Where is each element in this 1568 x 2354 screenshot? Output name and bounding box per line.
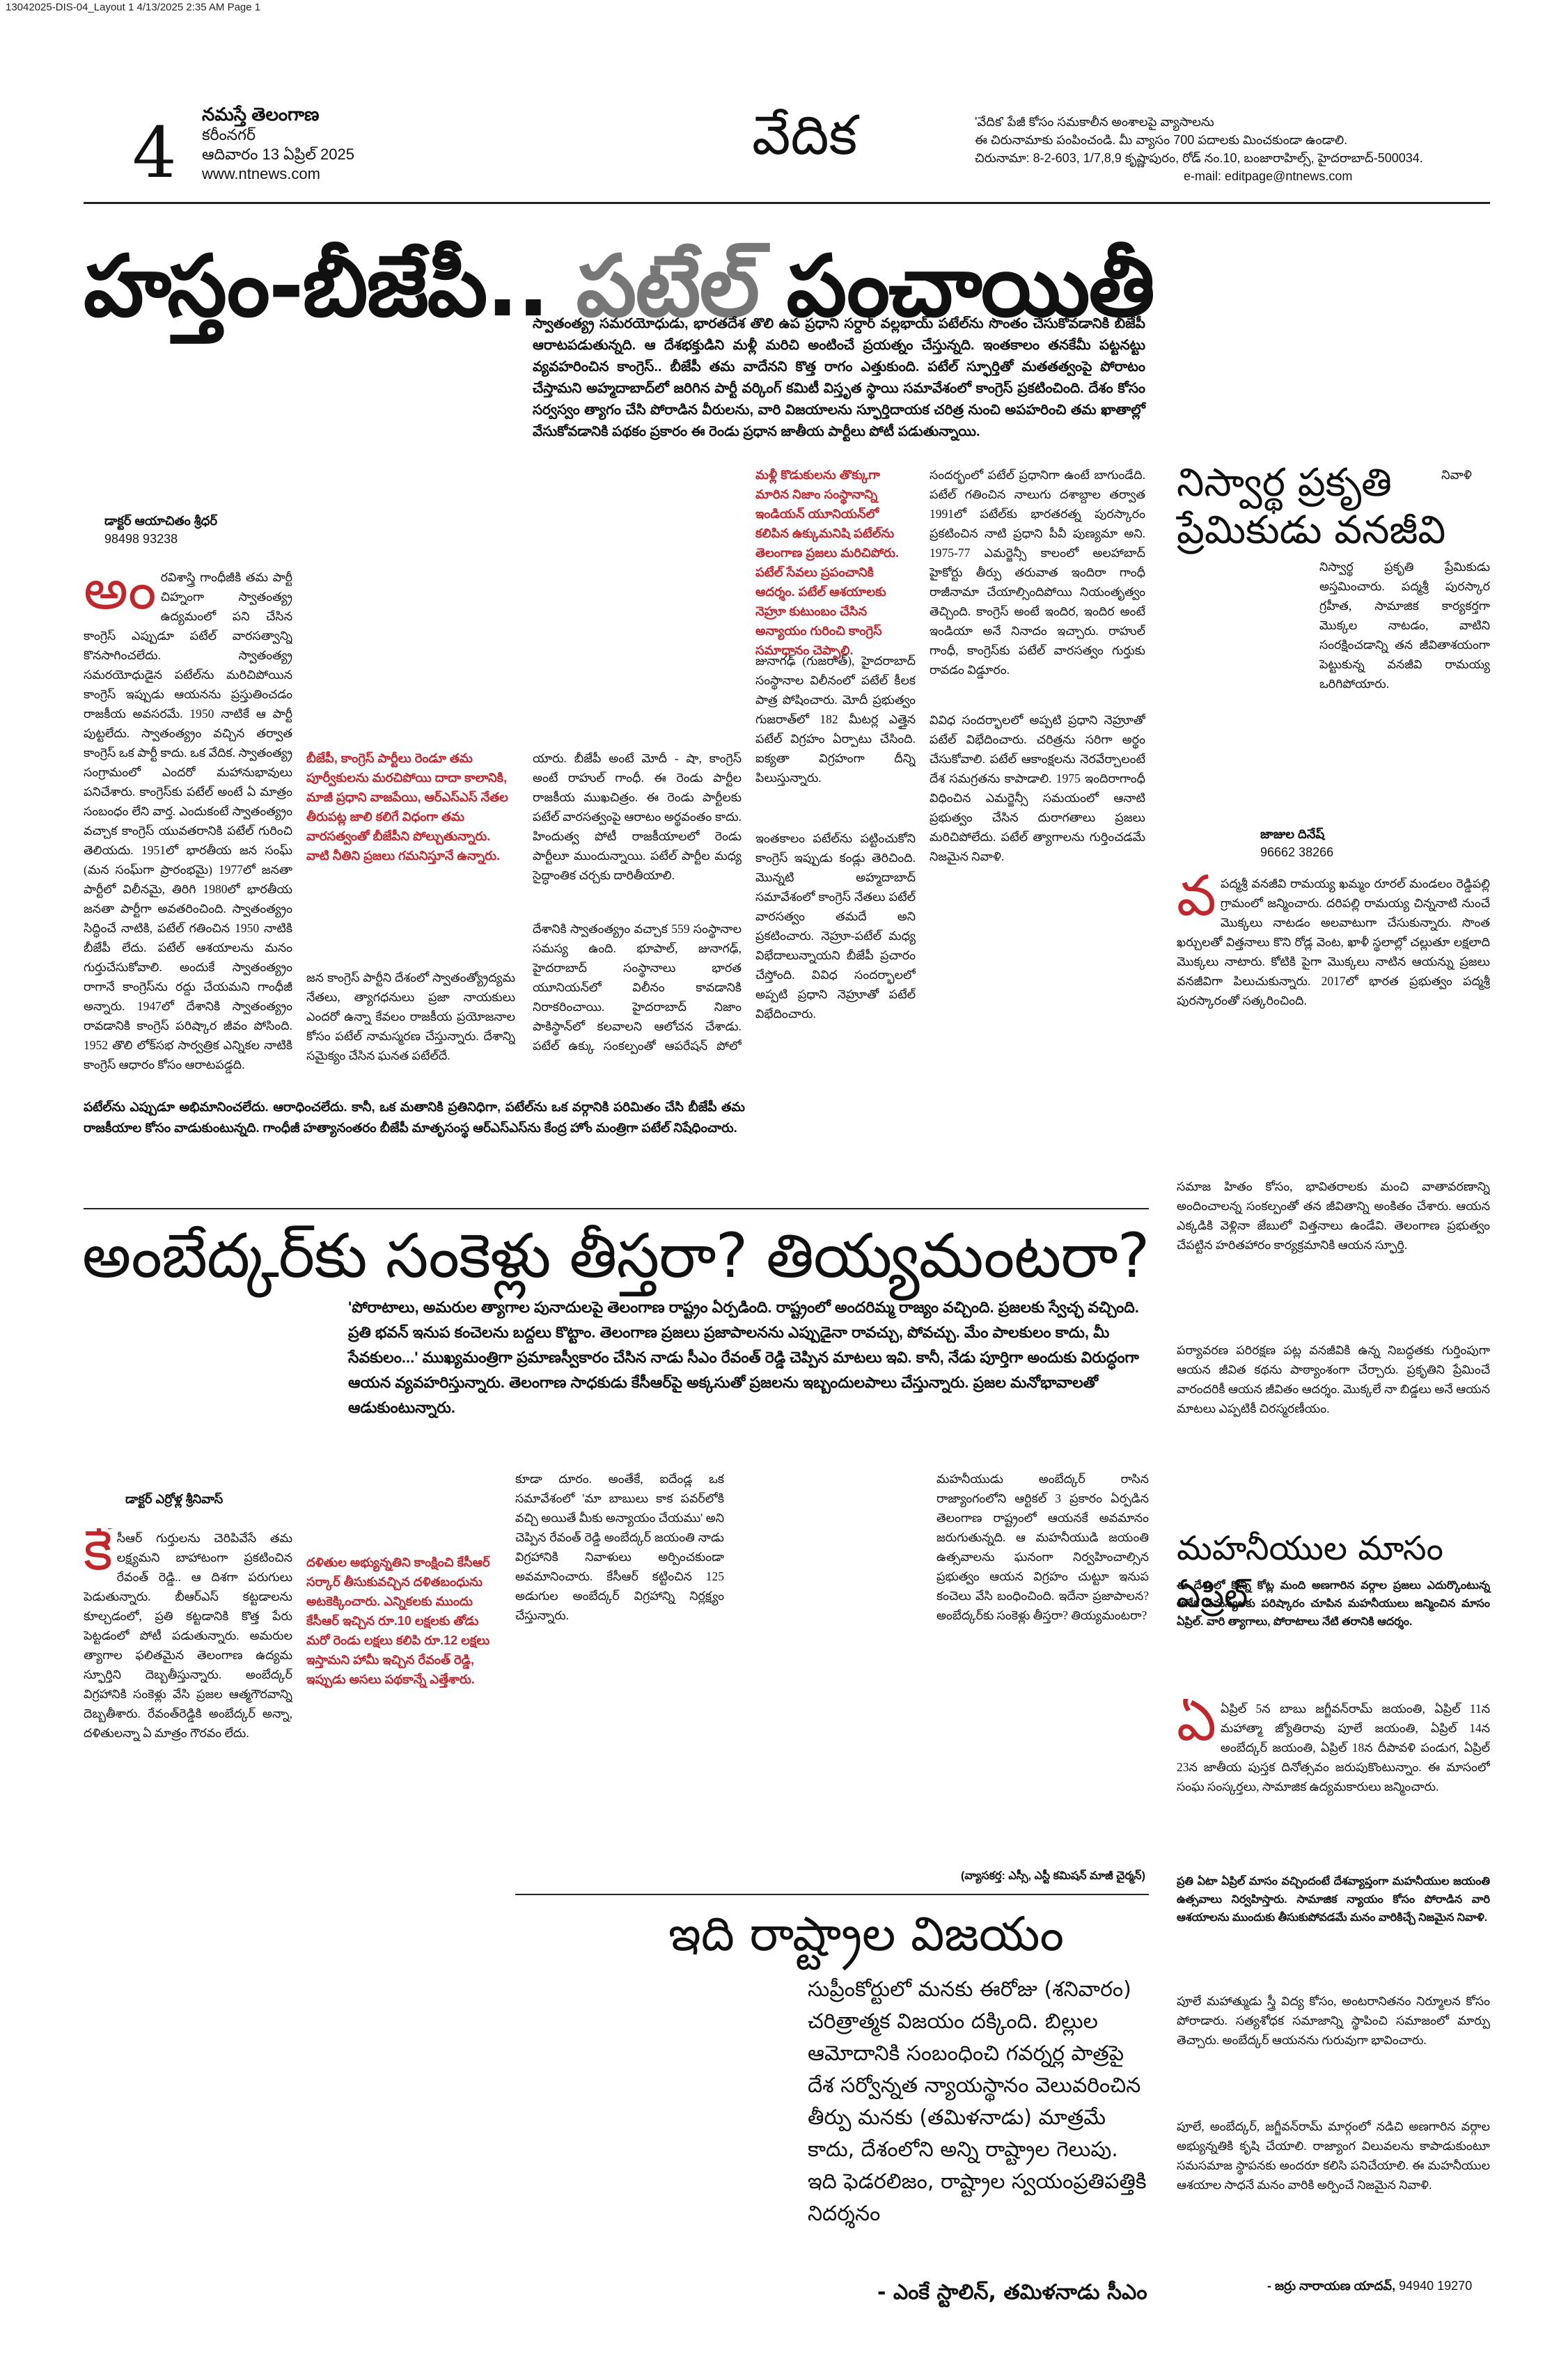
note-line-1: 'వేదిక' పేజీ కోసం సమకాలీన అంశాలపై వ్యాసా… xyxy=(975,115,1214,129)
page-number: 4 xyxy=(132,112,177,194)
article1-intro: స్వాతంత్య్ర సమరయోధుడు, భారతదేశ తొలి ఉప ప… xyxy=(533,316,1145,439)
article1-headline: హస్తం-బీజేపీ.. పటేల్ పంచాయితీ xyxy=(84,237,1155,336)
article1-col1: అం రవిశాస్త్రి గాంధీజీకి తమ పార్టీ చిహ్నం… xyxy=(84,567,292,1072)
article1-col2c: జన కాంగ్రెస్ పార్టీని దేశంలో స్వాతంత్య్ర… xyxy=(306,971,515,1062)
article4-body3: పూలే మహాత్ముడు స్త్రీ విద్య కోసం, అంటరాన… xyxy=(1177,1994,1490,2047)
article1-col5: వివిధ సందర్భాలలో అప్పటి ప్రధాని నెహ్రూతో… xyxy=(930,713,1145,863)
article2-body2: సమాజ హితం కోసం, భావితరాలకు మంచి వాతావరణా… xyxy=(1177,1179,1490,1252)
masthead-block: నమస్తే తెలంగాణ కరీంనగర్ ఆదివారం 13 ఏప్రి… xyxy=(202,104,354,184)
article-divider xyxy=(84,1208,1149,1209)
article1-pullquote1: బీజేపీ, కాంగ్రెస్ పార్టీలు రెండూ తమ పూర్… xyxy=(306,751,508,863)
article3-byline: డాక్టర్ ఎర్రోళ్ల శ్రీనివాస్ xyxy=(125,1492,224,1506)
article1-col4: ఇంతకాలం పటేల్‌ను పట్టించుకోని కాంగ్రెస్ … xyxy=(755,831,916,1021)
article1-byline: డాక్టర్ ఆయాచితం శ్రీధర్ 98498 93238 xyxy=(104,514,218,546)
quote-signature: - ఎంకే స్టాలిన్, తమిళనాడు సీఎం xyxy=(877,2280,1147,2305)
article4-title: మహనీయుల మాసం ఏప్రిల్ xyxy=(1177,1529,1443,1615)
article3-col2: కూడా దూరం. అంతేకే, ఐదేండ్ల ఒక సమావేశంలో … xyxy=(515,1472,724,1622)
quote-body: సుప్రీంకోర్టులో మనకు ఈరోజు (శనివారం) చరి… xyxy=(808,1977,1147,2226)
article1-bottom-para: పటేల్‌ను ఎప్పుడూ అభిమానించలేదు. ఆరాధించల… xyxy=(84,1099,745,1135)
quote-top-rule xyxy=(515,1894,1149,1895)
masthead-rule xyxy=(84,202,1490,204)
submission-note: 'వేదిక' పేజీ కోసం సమకాలీన అంశాలపై వ్యాసా… xyxy=(975,113,1490,185)
article2-title: నిస్వార్థ ప్రకృతి ప్రేమికుడు వనజీవి xyxy=(1177,460,1446,553)
paper-name: నమస్తే తెలంగాణ xyxy=(202,104,320,125)
email: e-mail: editpage@ntnews.com xyxy=(1184,169,1353,183)
article3-intro: 'పోరాటాలు, అమరుల త్యాగాల పునాదులపై తెలంగ… xyxy=(348,1298,1139,1416)
dropcap: వ xyxy=(1177,874,1216,928)
article3-credit: (వ్యాసకర్త: ఎస్సీ, ఎస్టీ కమిషన్ మాజీ చైర… xyxy=(961,1870,1145,1882)
dropcap: కే xyxy=(84,1528,113,1583)
article1-col2a: యారు. బీజేపీ అంటే మోదీ - షా, కాంగ్రెస్ అ… xyxy=(533,751,742,882)
article2-intro: నిస్వార్థ ప్రకృతి ప్రేమికుడు అస్తమించారు… xyxy=(1319,560,1490,691)
date: ఆదివారం 13 ఏప్రిల్ 2025 xyxy=(202,146,354,163)
article3-pullquote: దళితుల అభ్యున్నతిని కాంక్షించి కేసీఆర్ స… xyxy=(306,1555,490,1686)
dropcap: అం xyxy=(84,567,157,622)
article4-intro: ఈ దేశంలో కొన్ని కోట్ల మంది అణగారిన వర్గా… xyxy=(1177,1580,1490,1628)
article3-headline: అంబేద్కర్‌కు సంకెళ్లు తీస్తరా? తియ్యమంటర… xyxy=(82,1220,1150,1292)
section-title: వేదిక xyxy=(752,104,858,167)
dropcap: ఏ xyxy=(1177,1699,1216,1753)
article1-pullquote2: మళ్లీ కొడుకులను తొక్కుగా మారిన నిజాం సంస… xyxy=(755,468,900,657)
note-line-2: ఈ చిరునామాకు పంపించండి. మీ వ్యాసం 700 పద… xyxy=(975,133,1348,147)
article3-col3: మహనీయుడు అంబేద్కర్ రాసిన రాజ్యాంగంలోని ఆ… xyxy=(936,1472,1149,1622)
article1-col3: సందర్భంలో పటేల్ ప్రధానిగా ఉంటే బాగుండేది… xyxy=(930,468,1145,677)
article2-byline: జాజుల దినేష్ 96662 38266 xyxy=(1260,827,1334,859)
article4-body1: ఏ ఏప్రిల్ 5న బాబు జగ్జీవన్‌రామ్ జయంతి, ఏప… xyxy=(1177,1699,1490,1794)
article2-body1: వ పద్మశ్రీ వనజీవి రామయ్య ఖమ్మం రూరల్ మండల… xyxy=(1177,874,1490,1007)
print-slug: 13042025-DIS-04_Layout 1 4/13/2025 2:35 … xyxy=(6,1,261,13)
article4-body2: ప్రతి ఏటా ఏప్రిల్ మాసం వచ్చిందంటే దేశవ్య… xyxy=(1177,1876,1490,1924)
article1-col3b: జునాగఢ్ (గుజరాత్), హైదరాబాద్ సంస్థానాల వ… xyxy=(755,654,916,785)
website: www.ntnews.com xyxy=(202,165,320,182)
article4-body4: పూలే, అంబేద్కర్, జగ్జీవన్‌రామ్ మార్గంలో … xyxy=(1177,2119,1490,2192)
article2-body3: పర్యావరణ పరిరక్షణ పట్ల వనజీవికి ఉన్న నిబ… xyxy=(1177,1343,1490,1415)
article3-col1: కే సీఆర్ గుర్తులను చెరిపివేసే తమ లక్ష్యమన… xyxy=(84,1528,292,1740)
quote-title: ఇది రాష్ట్రాల విజయం xyxy=(668,1907,1064,1962)
address: చిరునామా: 8-2-603, 1/7,8,9 కృష్ణాపురం, ర… xyxy=(975,151,1423,165)
edition: కరీంనగర్ xyxy=(202,126,256,143)
article2-tag: నివాళి xyxy=(1441,468,1472,482)
article1-col2b: దేశానికి స్వాతంత్య్రం వచ్చాక 559 సంస్థాన… xyxy=(533,922,742,1053)
article4-byline: - జర్రు నారాయణ యాదవ్, 94940 19270 xyxy=(1267,2279,1473,2293)
